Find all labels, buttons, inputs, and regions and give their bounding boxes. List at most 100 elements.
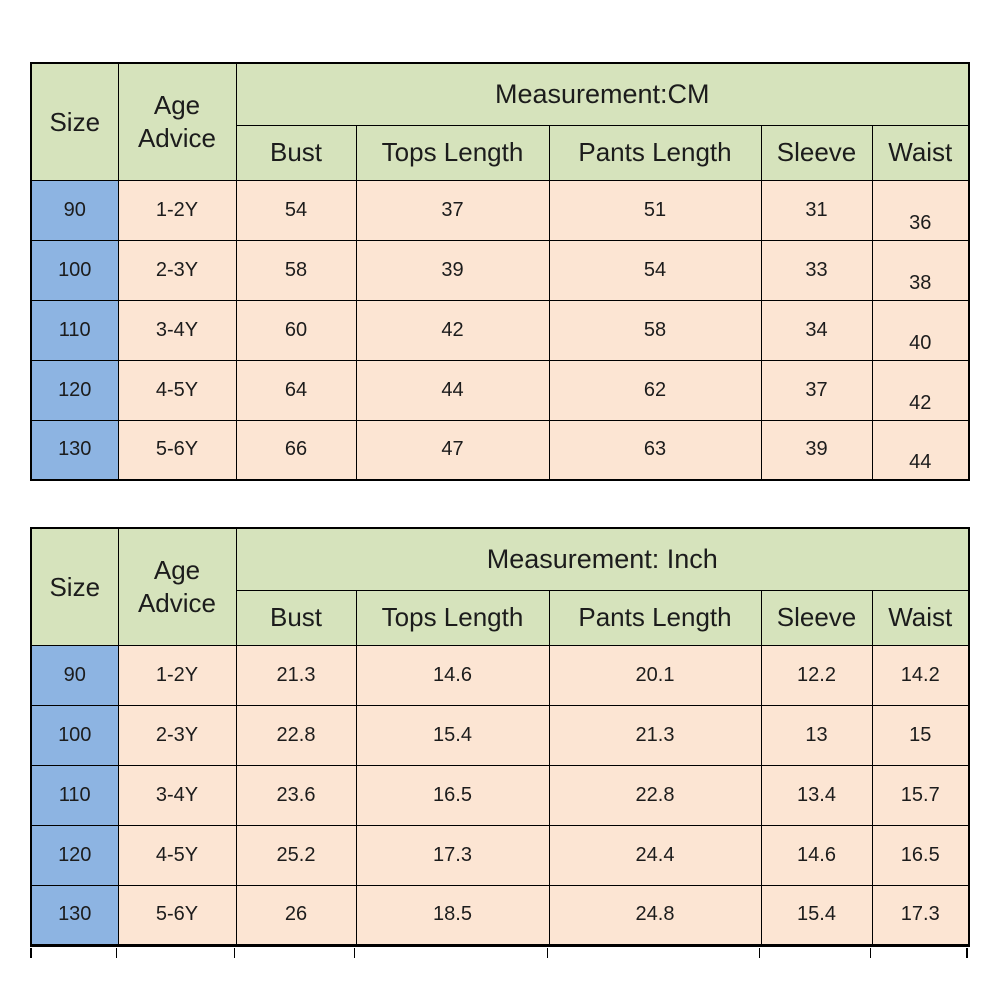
table-row: 130 5-6Y 66 47 63 39 44 — [30, 419, 970, 481]
table-row: 90 1-2Y 54 37 51 31 36 — [30, 179, 970, 241]
age-advice-column-header: Age Advice — [117, 62, 237, 181]
tops-length-cell: 15.4 — [355, 704, 550, 766]
pants-length-cell: 22.8 — [548, 764, 762, 826]
pants-length-cell: 24.8 — [548, 884, 762, 946]
age-cell: 2-3Y — [117, 704, 237, 766]
size-cell: 110 — [30, 299, 119, 361]
size-cell: 120 — [30, 824, 119, 886]
pants-length-cell: 20.1 — [548, 644, 762, 706]
tops-length-cell: 14.6 — [355, 644, 550, 706]
bust-cell: 23.6 — [235, 764, 357, 826]
sleeve-cell: 14.6 — [760, 824, 873, 886]
bust-cell: 22.8 — [235, 704, 357, 766]
age-cell: 5-6Y — [117, 419, 237, 481]
size-column-header: Size — [30, 62, 119, 181]
cropped-cell-border — [30, 948, 117, 958]
sleeve-cell: 13.4 — [760, 764, 873, 826]
table-row: 90 1-2Y 21.3 14.6 20.1 12.2 14.2 — [30, 644, 970, 706]
size-cell: 130 — [30, 884, 119, 946]
bust-column-header: Bust — [235, 124, 357, 181]
pants-length-column-header: Pants Length — [548, 124, 762, 181]
size-cell: 110 — [30, 764, 119, 826]
cropped-cell-border — [235, 948, 355, 958]
measurement-inch-header: Measurement: Inch — [235, 527, 970, 591]
age-cell: 1-2Y — [117, 644, 237, 706]
pants-length-cell: 51 — [548, 179, 762, 241]
pants-length-cell: 63 — [548, 419, 762, 481]
bust-cell: 54 — [235, 179, 357, 241]
waist-cell: 42 — [871, 359, 970, 421]
waist-column-header: Waist — [871, 124, 970, 181]
size-cell: 130 — [30, 419, 119, 481]
bust-cell: 58 — [235, 239, 357, 301]
waist-cell: 40 — [871, 299, 970, 361]
sleeve-cell: 37 — [760, 359, 873, 421]
measurement-cm-header: Measurement:CM — [235, 62, 970, 126]
cropped-cell-border — [355, 948, 548, 958]
size-cell: 120 — [30, 359, 119, 421]
pants-length-cell: 24.4 — [548, 824, 762, 886]
waist-cell: 15 — [871, 704, 970, 766]
size-cell: 100 — [30, 704, 119, 766]
pants-length-cell: 54 — [548, 239, 762, 301]
pants-length-cell: 62 — [548, 359, 762, 421]
sleeve-column-header: Sleeve — [760, 589, 873, 646]
waist-cell: 16.5 — [871, 824, 970, 886]
cropped-cell-border — [117, 948, 235, 958]
size-cell: 90 — [30, 179, 119, 241]
age-cell: 5-6Y — [117, 884, 237, 946]
size-chart-cm-table: Size Age Advice Measurement:CM Bust Tops… — [30, 62, 971, 481]
bust-cell: 60 — [235, 299, 357, 361]
age-cell: 1-2Y — [117, 179, 237, 241]
sleeve-cell: 34 — [760, 299, 873, 361]
tops-length-column-header: Tops Length — [355, 124, 550, 181]
pants-length-cell: 58 — [548, 299, 762, 361]
sleeve-cell: 13 — [760, 704, 873, 766]
bust-column-header: Bust — [235, 589, 357, 646]
pants-length-column-header: Pants Length — [548, 589, 762, 646]
table-row: 110 3-4Y 60 42 58 34 40 — [30, 299, 970, 361]
tops-length-column-header: Tops Length — [355, 589, 550, 646]
table-row: 100 2-3Y 22.8 15.4 21.3 13 15 — [30, 704, 970, 766]
cropped-cell-border — [760, 948, 871, 958]
waist-cell: 36 — [871, 179, 970, 241]
waist-cell: 38 — [871, 239, 970, 301]
age-cell: 3-4Y — [117, 299, 237, 361]
sleeve-column-header: Sleeve — [760, 124, 873, 181]
tops-length-cell: 42 — [355, 299, 550, 361]
tops-length-cell: 17.3 — [355, 824, 550, 886]
bust-cell: 64 — [235, 359, 357, 421]
waist-column-header: Waist — [871, 589, 970, 646]
size-cell: 90 — [30, 644, 119, 706]
tops-length-cell: 18.5 — [355, 884, 550, 946]
table-row: 110 3-4Y 23.6 16.5 22.8 13.4 15.7 — [30, 764, 970, 826]
tops-length-cell: 47 — [355, 419, 550, 481]
size-chart-inch-table: Size Age Advice Measurement: Inch Bust T… — [30, 527, 971, 947]
bust-cell: 25.2 — [235, 824, 357, 886]
table-row: 120 4-5Y 25.2 17.3 24.4 14.6 16.5 — [30, 824, 970, 886]
cropped-cell-border — [871, 948, 968, 958]
size-column-header: Size — [30, 527, 119, 646]
table-row: 100 2-3Y 58 39 54 33 38 — [30, 239, 970, 301]
waist-cell: 44 — [871, 419, 970, 481]
sleeve-cell: 31 — [760, 179, 873, 241]
bust-cell: 21.3 — [235, 644, 357, 706]
table-row: 120 4-5Y 64 44 62 37 42 — [30, 359, 970, 421]
bust-cell: 66 — [235, 419, 357, 481]
age-cell: 4-5Y — [117, 359, 237, 421]
table-row: 130 5-6Y 26 18.5 24.8 15.4 17.3 — [30, 884, 970, 946]
cropped-row-sliver — [30, 948, 968, 958]
tops-length-cell: 16.5 — [355, 764, 550, 826]
sleeve-cell: 39 — [760, 419, 873, 481]
tops-length-cell: 39 — [355, 239, 550, 301]
age-cell: 2-3Y — [117, 239, 237, 301]
age-cell: 4-5Y — [117, 824, 237, 886]
waist-cell: 17.3 — [871, 884, 970, 946]
tops-length-cell: 37 — [355, 179, 550, 241]
waist-cell: 14.2 — [871, 644, 970, 706]
sleeve-cell: 15.4 — [760, 884, 873, 946]
age-cell: 3-4Y — [117, 764, 237, 826]
bust-cell: 26 — [235, 884, 357, 946]
waist-cell: 15.7 — [871, 764, 970, 826]
